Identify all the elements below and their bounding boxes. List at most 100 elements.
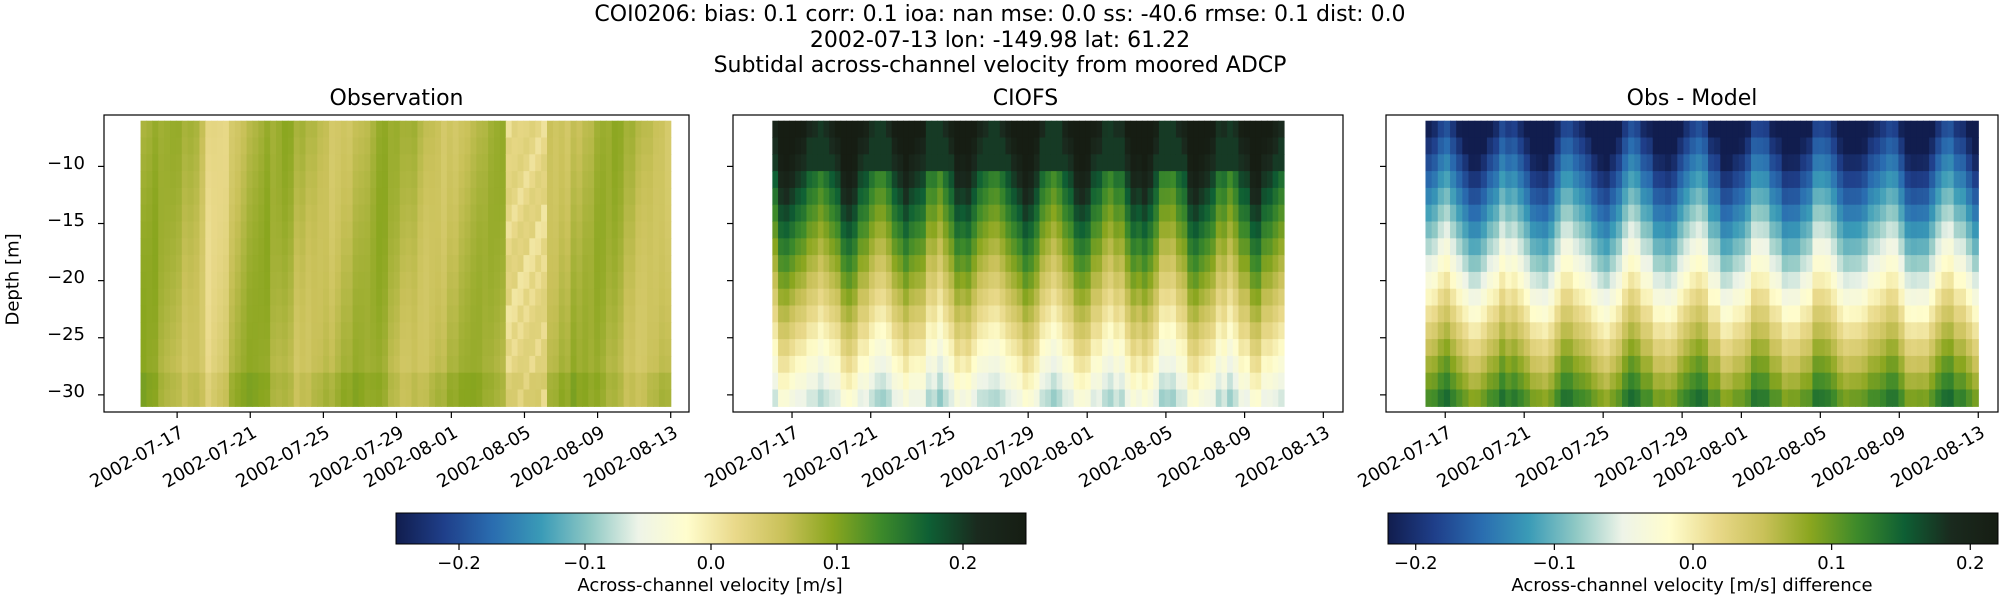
heatmap-cell bbox=[1898, 372, 1906, 391]
heatmap-cell bbox=[925, 389, 933, 407]
heatmap-cell bbox=[1609, 204, 1617, 223]
heatmap-cell bbox=[1726, 154, 1734, 172]
heatmap-cell bbox=[547, 255, 554, 273]
heatmap-cell bbox=[476, 204, 483, 223]
heatmap-cell bbox=[464, 372, 472, 391]
heatmap-cell bbox=[914, 339, 921, 357]
heatmap-cell bbox=[1634, 339, 1642, 357]
heatmap-cell bbox=[1634, 171, 1642, 189]
heatmap-cell bbox=[1232, 204, 1240, 223]
heatmap-cell bbox=[1102, 288, 1109, 307]
heatmap-cell bbox=[152, 339, 159, 357]
heatmap-cell bbox=[908, 322, 916, 340]
heatmap-cell bbox=[1130, 255, 1137, 273]
heatmap-cell bbox=[1904, 271, 1912, 290]
heatmap-cell bbox=[287, 187, 295, 206]
heatmap-cell bbox=[1677, 154, 1685, 172]
heatmap-cell bbox=[1579, 339, 1586, 357]
heatmap-cell bbox=[370, 120, 377, 139]
heatmap-cell bbox=[846, 255, 853, 273]
heatmap-cell bbox=[1646, 221, 1654, 239]
heatmap-cell bbox=[1689, 221, 1697, 239]
heatmap-cell bbox=[920, 154, 927, 172]
heatmap-cell bbox=[897, 238, 904, 256]
heatmap-cell bbox=[305, 255, 312, 273]
heatmap-cell bbox=[1714, 204, 1721, 223]
heatmap-cell bbox=[880, 372, 887, 391]
heatmap-cell bbox=[1181, 339, 1188, 357]
heatmap-cell bbox=[863, 187, 870, 206]
heatmap-cell bbox=[1542, 154, 1549, 172]
heatmap-cell bbox=[1056, 120, 1063, 139]
heatmap-cell bbox=[1456, 339, 1463, 357]
heatmap-cell bbox=[1646, 322, 1654, 340]
heatmap-cell bbox=[1056, 288, 1063, 307]
heatmap-cell bbox=[588, 204, 595, 223]
heatmap-cell bbox=[435, 389, 442, 407]
heatmap-cell bbox=[293, 389, 301, 407]
heatmap-cell bbox=[1609, 171, 1617, 189]
heatmap-cell bbox=[1769, 238, 1777, 256]
heatmap-cell bbox=[187, 120, 195, 139]
heatmap-cell bbox=[582, 171, 589, 189]
heatmap-cell bbox=[1221, 389, 1228, 407]
heatmap-cell bbox=[1972, 355, 1979, 374]
heatmap-cell bbox=[405, 355, 413, 374]
heatmap-cell bbox=[452, 137, 460, 155]
heatmap-cell bbox=[1529, 271, 1537, 290]
colorbar-tick-label: −0.1 bbox=[1532, 553, 1577, 574]
heatmap-cell bbox=[264, 154, 271, 172]
heatmap-cell bbox=[446, 305, 454, 323]
heatmap-cell bbox=[1603, 372, 1611, 391]
heatmap-cell bbox=[954, 171, 961, 189]
heatmap-cell bbox=[511, 339, 519, 357]
heatmap-cell bbox=[994, 154, 1001, 172]
heatmap-cell bbox=[1011, 187, 1018, 206]
heatmap-cell bbox=[1096, 120, 1103, 139]
heatmap-cell bbox=[1972, 171, 1979, 189]
heatmap-cell bbox=[1261, 288, 1268, 307]
heatmap-cell bbox=[187, 154, 195, 172]
heatmap-cell bbox=[323, 221, 330, 239]
heatmap-cell bbox=[1425, 221, 1433, 239]
heatmap-cell bbox=[570, 204, 578, 223]
heatmap-cell bbox=[1947, 389, 1955, 407]
heatmap-cell bbox=[164, 322, 171, 340]
heatmap-cell bbox=[1671, 255, 1678, 273]
heatmap-cell bbox=[1941, 255, 1949, 273]
heatmap-cell bbox=[1701, 154, 1709, 172]
heatmap-cell bbox=[511, 255, 519, 273]
heatmap-cell bbox=[1652, 221, 1660, 239]
heatmap-cell bbox=[1039, 355, 1046, 374]
heatmap-cell bbox=[1787, 305, 1795, 323]
heatmap-cell bbox=[340, 271, 348, 290]
heatmap-cell bbox=[1085, 137, 1092, 155]
heatmap-cell bbox=[1113, 137, 1120, 155]
heatmap-cell bbox=[1904, 305, 1912, 323]
heatmap-cell bbox=[576, 120, 583, 139]
heatmap-cell bbox=[1695, 389, 1703, 407]
heatmap-cell bbox=[1102, 171, 1109, 189]
heatmap-cell bbox=[931, 322, 938, 340]
heatmap-cell bbox=[499, 255, 507, 273]
heatmap-cell bbox=[1695, 355, 1703, 374]
heatmap-cell bbox=[340, 305, 348, 323]
heatmap-cell bbox=[193, 221, 201, 239]
heatmap-cell bbox=[1714, 305, 1721, 323]
heatmap-cell bbox=[1916, 120, 1924, 139]
heatmap-cell bbox=[789, 204, 796, 223]
heatmap-cell bbox=[1141, 322, 1149, 340]
heatmap-cell bbox=[1757, 288, 1764, 307]
heatmap-cell bbox=[1806, 171, 1814, 189]
heatmap-cell bbox=[795, 339, 802, 357]
heatmap-cell bbox=[399, 171, 407, 189]
heatmap-cell bbox=[1634, 137, 1642, 155]
heatmap-cell bbox=[1972, 288, 1979, 307]
heatmap-cell bbox=[635, 171, 642, 189]
heatmap-cell bbox=[205, 187, 212, 206]
heatmap-cell bbox=[897, 355, 904, 374]
heatmap-cell bbox=[1922, 120, 1930, 139]
heatmap-cell bbox=[329, 355, 336, 374]
heatmap-cell bbox=[1119, 221, 1126, 239]
heatmap-cell bbox=[588, 255, 595, 273]
